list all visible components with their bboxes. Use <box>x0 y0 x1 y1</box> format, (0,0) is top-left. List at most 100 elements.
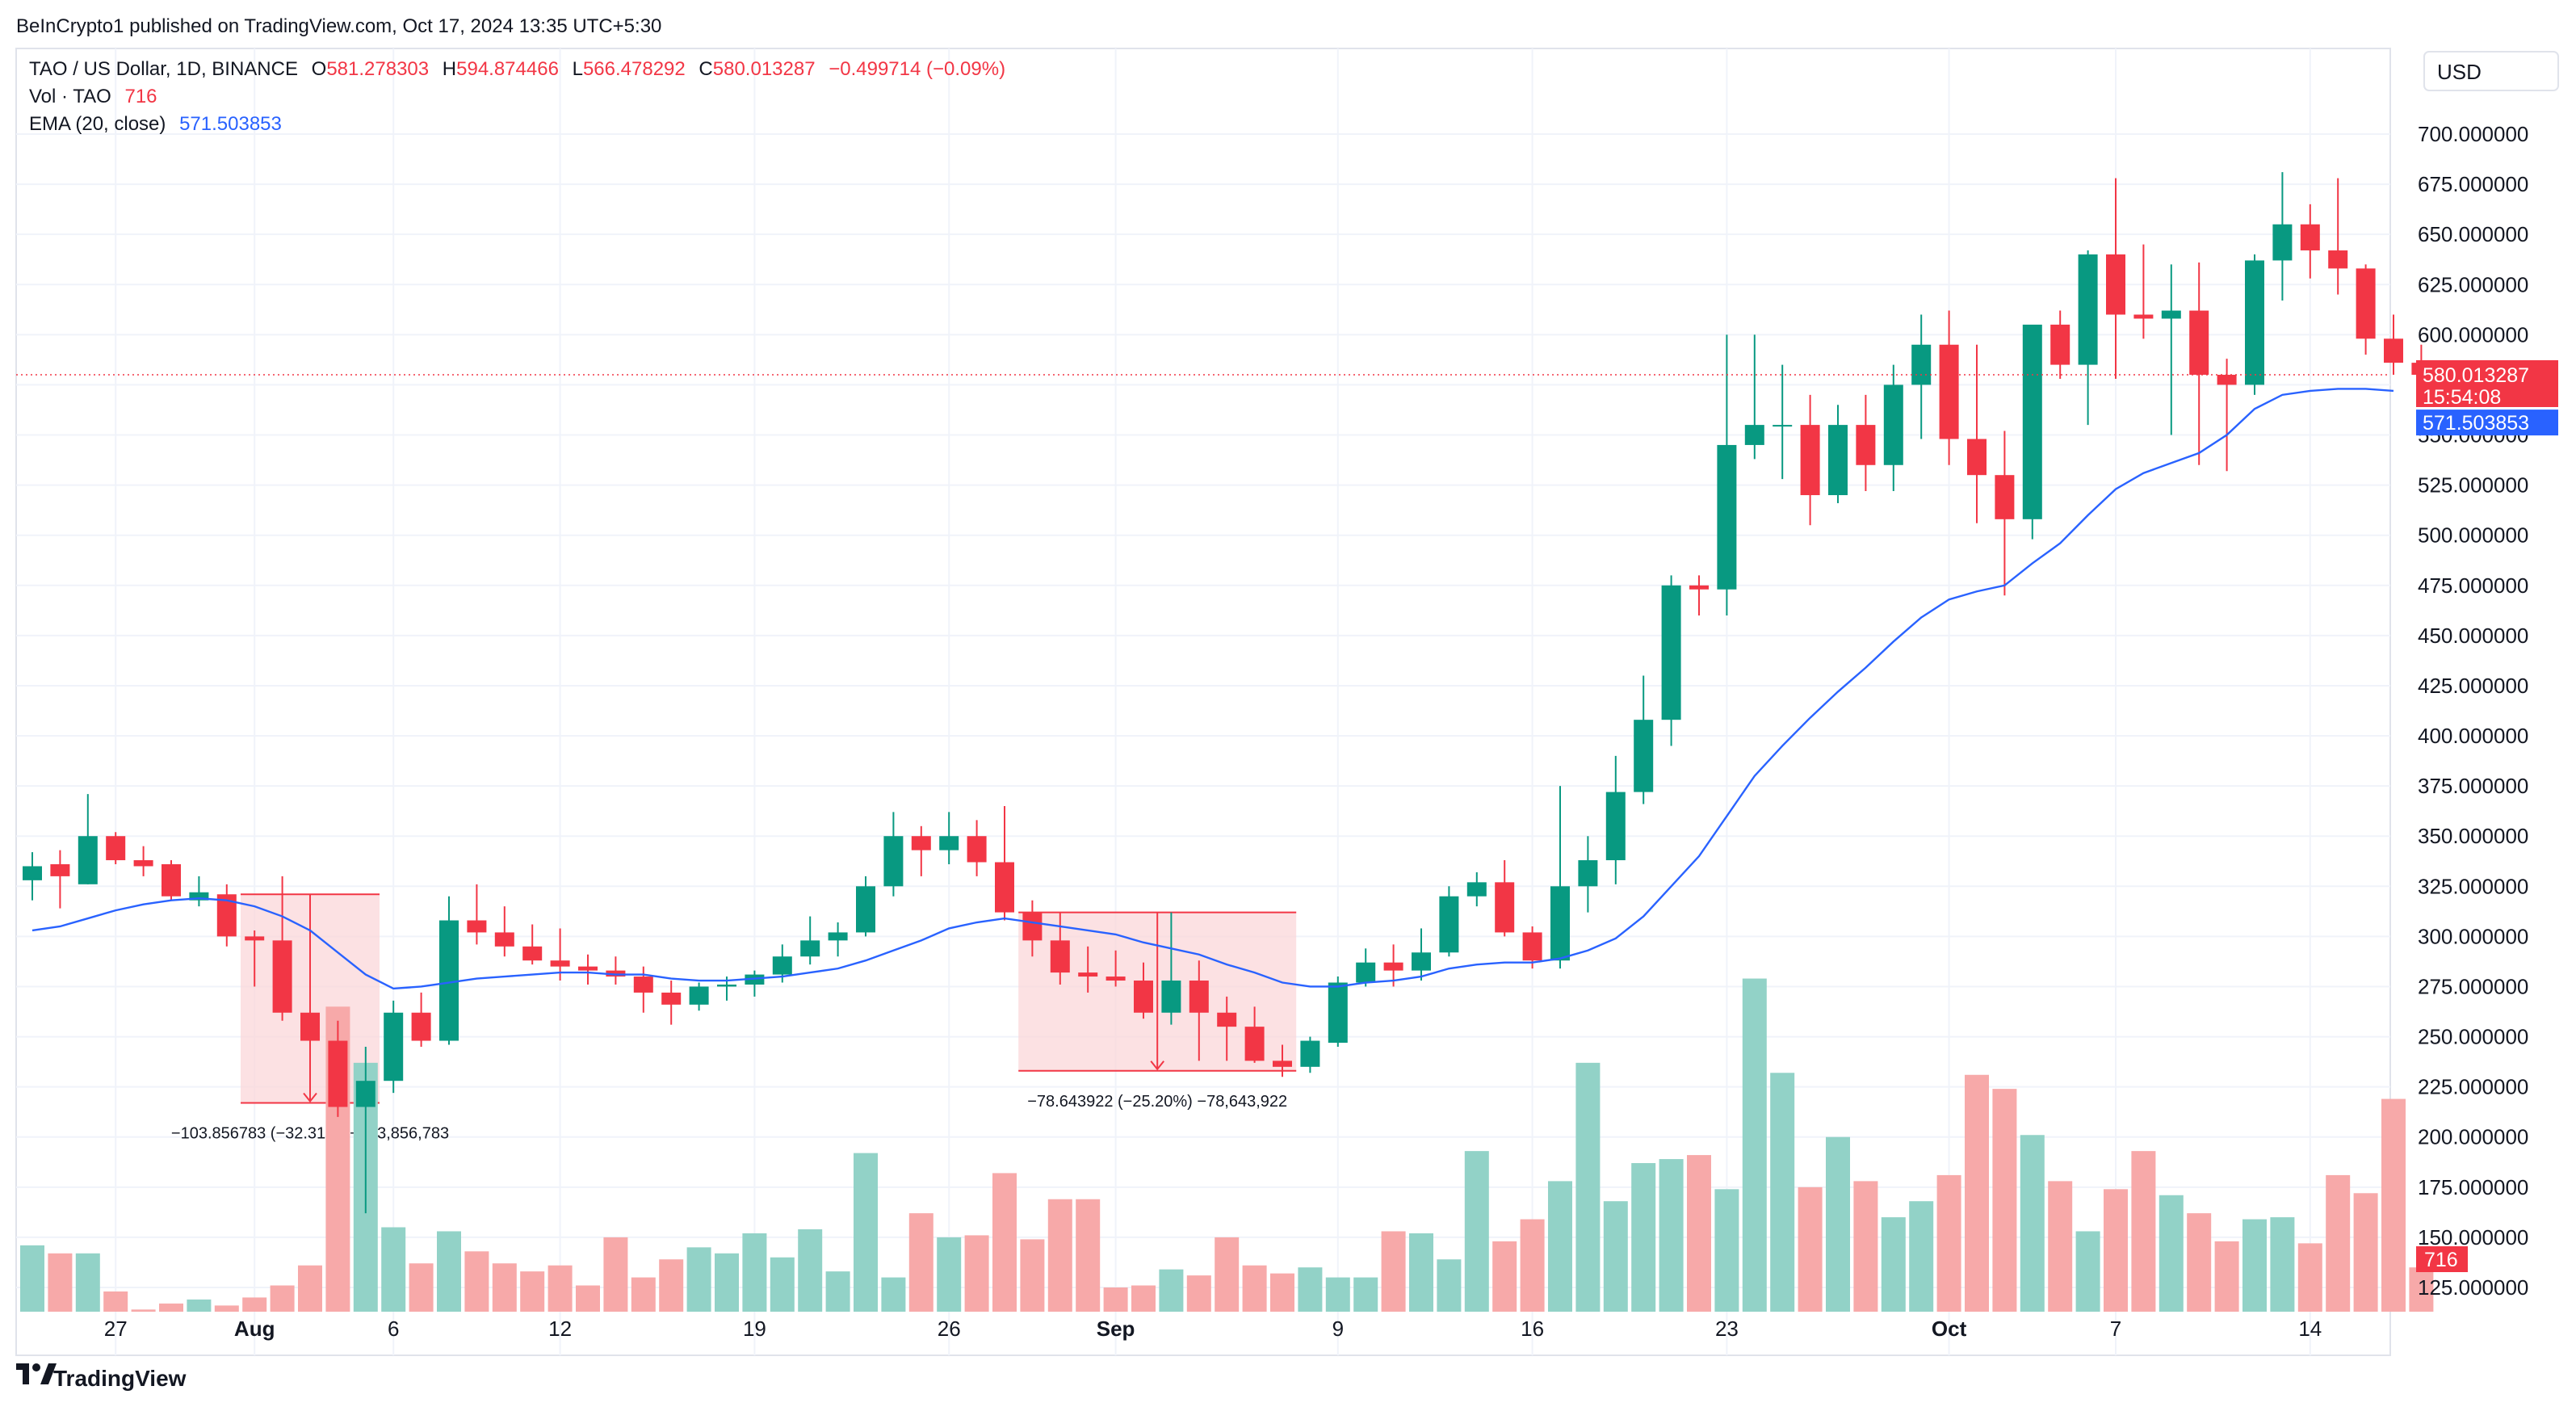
volume-bar <box>1298 1267 1323 1312</box>
candle <box>2161 264 2181 435</box>
volume-bar <box>1103 1287 1128 1312</box>
candle <box>1300 1036 1320 1073</box>
legend-open-label: O <box>312 58 327 80</box>
candle-body <box>2106 254 2125 315</box>
candle-body <box>1412 952 1431 971</box>
volume-bar <box>2242 1219 2267 1312</box>
candle-body <box>2272 224 2293 261</box>
volume-bar <box>1020 1239 1045 1312</box>
candle-body <box>995 862 1014 913</box>
candle-body <box>1773 425 1793 427</box>
candle-body <box>1856 425 1876 465</box>
time-tick-label: 23 <box>1715 1317 1739 1341</box>
candle <box>578 954 598 985</box>
candle <box>1689 575 1709 616</box>
candle <box>689 982 709 1011</box>
volume-bar <box>742 1233 767 1312</box>
volume-bar <box>1936 1174 1961 1312</box>
candle <box>2272 172 2293 301</box>
volume-bar <box>603 1237 628 1312</box>
time-tick-label: Sep <box>1097 1317 1135 1341</box>
volume-bar <box>576 1285 600 1312</box>
volume-bar <box>1548 1181 1572 1312</box>
candle-body <box>1383 962 1403 971</box>
volume-bar <box>2104 1189 2128 1312</box>
volume-bar <box>1965 1074 1989 1312</box>
candle-body <box>633 976 653 993</box>
volume-bar <box>2326 1174 2351 1312</box>
candle-body <box>772 956 792 975</box>
ema-tag-bg <box>2416 410 2558 436</box>
candle-body <box>2217 375 2237 385</box>
legend-low: 566.478292 <box>583 58 686 80</box>
candle-body <box>1022 912 1043 941</box>
volume-bar <box>20 1245 44 1312</box>
volume-bar <box>2187 1213 2212 1312</box>
candle-body <box>2328 250 2348 269</box>
volume-bar <box>298 1265 322 1312</box>
legend-low-label: L <box>573 58 583 80</box>
candle-body <box>2189 310 2209 376</box>
price-tick-label: 325.000000 <box>2418 874 2528 898</box>
candle <box>1800 394 1820 526</box>
candle-body <box>2078 254 2098 365</box>
candle-body <box>1689 585 1709 590</box>
time-tick-label: 7 <box>2110 1317 2121 1341</box>
candle-body <box>23 866 42 880</box>
volume-bar <box>2020 1135 2045 1312</box>
last-price-tag-bg <box>2416 359 2558 407</box>
candle-body <box>1273 1060 1292 1067</box>
candle-body <box>439 920 459 1041</box>
legend-close-label: C <box>699 58 712 80</box>
volume-bar <box>409 1263 434 1312</box>
price-tick-label: 125.000000 <box>2418 1275 2528 1300</box>
candle <box>2106 178 2125 379</box>
measure-arrow-head <box>303 1092 317 1103</box>
candle-body <box>1078 972 1098 977</box>
time-tick-label: 27 <box>104 1317 128 1341</box>
candle <box>2217 359 2237 472</box>
price-tick-label: 225.000000 <box>2418 1075 2528 1099</box>
legend-ema: EMA (20, close) 571.503853 <box>29 113 282 135</box>
candle-body <box>522 946 543 961</box>
candle-body <box>411 1012 431 1041</box>
price-tick-label: 200.000000 <box>2418 1125 2528 1149</box>
candle <box>1522 926 1542 969</box>
candle <box>2384 314 2403 376</box>
candle <box>995 805 1014 921</box>
candle <box>2022 324 2042 540</box>
candle <box>1550 786 1570 969</box>
candle <box>1911 314 1932 439</box>
time-tick-label: 14 <box>2298 1317 2322 1341</box>
volume-bar <box>1076 1199 1101 1312</box>
candle-countdown: 15:54:08 <box>2423 386 2501 409</box>
ema-tag-value: 571.503853 <box>2423 412 2529 435</box>
volume-bar <box>659 1259 684 1312</box>
currency-button[interactable]: USD <box>2423 51 2559 91</box>
candle <box>1161 912 1181 1025</box>
time-axis[interactable]: 27 Aug 6 12 19 26 Sep 9 16 23 Oct 7 14 <box>104 1317 2322 1341</box>
time-tick-label: 9 <box>1332 1317 1344 1341</box>
candle <box>967 820 987 876</box>
ema-price-tag: 571.503853 <box>2416 410 2558 436</box>
candle-body <box>1439 896 1459 953</box>
candle <box>1022 900 1043 957</box>
chart-frame <box>15 48 2391 1356</box>
legend-vol-label: Vol · TAO <box>29 86 111 107</box>
tradingview-logo: TradingView <box>16 1363 187 1391</box>
volume-bar <box>1881 1217 1906 1312</box>
price-tick-label: 475.000000 <box>2418 573 2528 598</box>
price-tick-label: 350.000000 <box>2418 824 2528 848</box>
candle <box>1078 946 1098 993</box>
candle <box>106 832 126 864</box>
candle <box>50 850 70 909</box>
price-tick-label: 700.000000 <box>2418 122 2528 146</box>
volume-bar <box>798 1228 823 1312</box>
legend-open: 581.278303 <box>326 58 429 80</box>
candle <box>384 1000 404 1094</box>
volume-bar <box>1353 1277 1378 1312</box>
candle-body <box>939 836 959 850</box>
price-tick-label: 500.000000 <box>2418 523 2528 548</box>
volume-bar <box>686 1247 711 1312</box>
volume-bar <box>1492 1241 1517 1312</box>
